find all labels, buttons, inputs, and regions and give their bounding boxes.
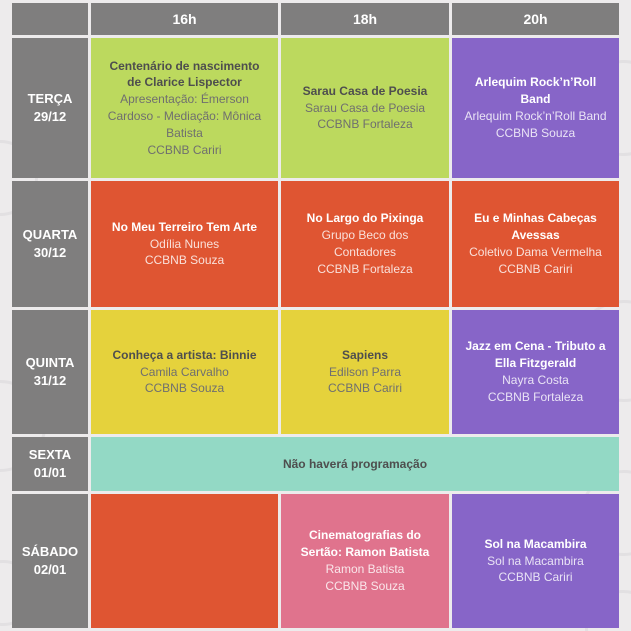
event-title: Cinematografias do Sertão: Ramon Batista: [300, 528, 430, 560]
event-title: No Largo do Pixinga: [306, 211, 424, 226]
event-detail: Grupo Beco dos Contadores: [321, 228, 409, 259]
event-cell-quarta-16h: No Meu Terreiro Tem Arte Odília Nunes CC…: [91, 181, 278, 307]
no-program-notice: Não haverá programação: [282, 456, 428, 471]
date-label: 31/12: [33, 373, 67, 388]
event-title: Sapiens: [341, 347, 389, 362]
event-venue: CCBNB Cariri: [498, 570, 573, 585]
event-detail: Sol na Macambira: [487, 553, 584, 568]
event-venue: CCBNB Souza: [495, 125, 576, 140]
day-cell-sexta: SEXTA 01/01: [12, 437, 88, 491]
event-cell-quinta-20h: Jazz em Cena - Tributo a Ella Fitzgerald…: [452, 310, 619, 434]
day-label: QUINTA: [25, 355, 75, 371]
event-detail: Sarau Casa de Poesia: [304, 100, 426, 115]
event-detail: Nayra Costa: [502, 373, 569, 387]
event-detail: Apresentação: Émerson Cardoso - Mediação…: [107, 92, 262, 140]
event-title: Jazz em Cena - Tributo a Ella Fitzgerald: [465, 339, 606, 371]
day-cell-terca: TERÇA 29/12: [12, 38, 88, 178]
day-cell-sabado: SÁBADO 02/01: [12, 494, 88, 628]
event-title: Sarau Casa de Poesia: [302, 83, 428, 98]
event-cell-terca-20h: Arlequim Rock’n’Roll Band Arlequim Rock’…: [452, 38, 619, 178]
event-title: Conheça a artista: Binnie: [112, 347, 257, 362]
event-venue: CCBNB Cariri: [498, 261, 573, 276]
event-cell-terca-18h: Sarau Casa de Poesia Sarau Casa de Poesi…: [281, 38, 449, 178]
schedule-grid: 16h 18h 20h TERÇA 29/12 Centenário de na…: [12, 3, 619, 628]
event-title: Centenário de nascimento de Clarice Lisp…: [109, 58, 260, 90]
date-label: 30/12: [33, 245, 67, 260]
header-corner-cell: [12, 3, 88, 35]
event-detail: Ramon Batista: [325, 562, 405, 576]
event-cell-quinta-16h: Conheça a artista: Binnie Camila Carvalh…: [91, 310, 278, 434]
day-label: SEXTA: [28, 447, 72, 463]
day-label: SÁBADO: [21, 544, 79, 560]
date-label: 02/01: [33, 562, 67, 577]
event-cell-terca-16h: Centenário de nascimento de Clarice Lisp…: [91, 38, 278, 178]
event-title: No Meu Terreiro Tem Arte: [111, 219, 258, 234]
event-detail: Arlequim Rock’n’Roll Band: [464, 109, 607, 123]
date-label: 01/01: [33, 465, 67, 480]
event-venue: CCBNB Souza: [144, 253, 225, 268]
event-cell-sabado-16h-empty: [91, 494, 278, 628]
day-cell-quarta: QUARTA 30/12: [12, 181, 88, 307]
event-title: Arlequim Rock’n’Roll Band: [474, 75, 597, 107]
date-label: 29/12: [33, 109, 67, 124]
event-detail: Edilson Parra: [328, 364, 402, 379]
event-venue: CCBNB Souza: [144, 381, 225, 396]
event-detail: Coletivo Dama Vermelha: [469, 245, 602, 259]
header-time-16h: 16h: [91, 3, 278, 35]
event-venue: CCBNB Fortaleza: [317, 261, 413, 276]
event-title: Eu e Minhas Cabeças Avessas: [474, 211, 597, 243]
event-venue: CCBNB Fortaleza: [317, 117, 413, 132]
event-detail: Odília Nunes: [149, 236, 220, 251]
day-cell-quinta: QUINTA 31/12: [12, 310, 88, 434]
event-cell-quarta-20h: Eu e Minhas Cabeças Avessas Coletivo Dam…: [452, 181, 619, 307]
event-venue: CCBNB Cariri: [147, 142, 222, 157]
event-cell-sabado-20h: Sol na Macambira Sol na Macambira CCBNB …: [452, 494, 619, 628]
event-venue: CCBNB Fortaleza: [487, 389, 584, 404]
day-label: TERÇA: [27, 91, 73, 107]
event-cell-sabado-18h: Cinematografias do Sertão: Ramon Batista…: [281, 494, 449, 628]
header-time-18h: 18h: [281, 3, 449, 35]
event-title: Sol na Macambira: [484, 536, 587, 551]
day-label: QUARTA: [22, 227, 78, 243]
event-venue: CCBNB Souza: [325, 578, 405, 593]
event-cell-quinta-18h: Sapiens Edilson Parra CCBNB Cariri: [281, 310, 449, 434]
event-venue: CCBNB Cariri: [327, 381, 402, 396]
event-detail: Camila Carvalho: [140, 364, 229, 379]
event-cell-quarta-18h: No Largo do Pixinga Grupo Beco dos Conta…: [281, 181, 449, 307]
event-cell-sexta-all: Não haverá programação: [91, 437, 619, 491]
header-time-20h: 20h: [452, 3, 619, 35]
